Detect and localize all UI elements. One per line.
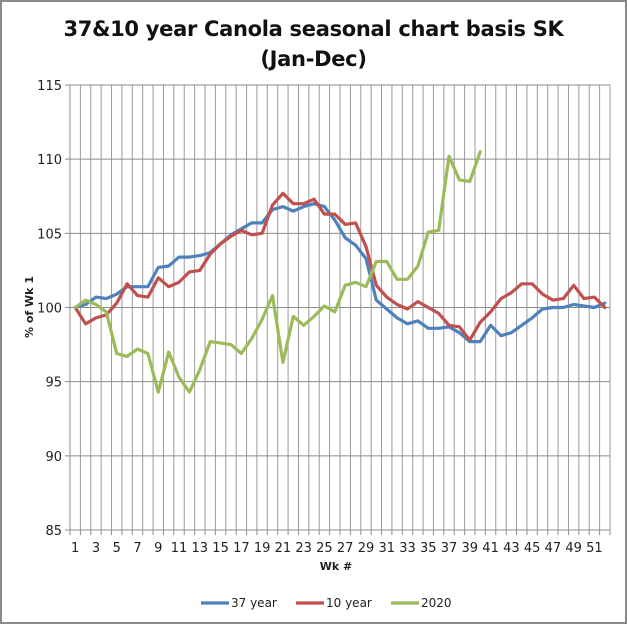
chart-title: 37&10 year Canola seasonal chart basis S… [63,17,564,71]
legend-item-10-year: 10 year [296,596,372,610]
y-tick-label: 105 [37,227,62,242]
legend-label: 2020 [421,596,452,610]
x-tick-label: 49 [565,541,582,556]
x-tick-label: 41 [482,541,499,556]
series-line-10-year [73,191,607,342]
x-tick-label: 9 [154,541,162,556]
x-tick-label: 45 [524,541,541,556]
x-tick-label: 43 [503,541,520,556]
x-tick-label: 31 [378,541,395,556]
x-tick-label: 51 [586,541,603,556]
y-tick-label: 90 [45,450,62,465]
legend-item-2020: 2020 [391,596,452,610]
legend-label: 10 year [326,596,372,610]
y-tick-label: 100 [37,302,62,317]
series-lines [73,150,607,394]
legend-label: 37 year [231,596,277,610]
y-tick-label: 95 [45,376,62,391]
x-tick-label: 27 [337,541,354,556]
x-tick-label: 25 [316,541,333,556]
x-tick-label: 7 [133,541,141,556]
x-tick-label: 47 [545,541,562,556]
x-tick-label: 23 [295,541,312,556]
series-line-2020 [73,150,482,394]
x-tick-label: 5 [113,541,121,556]
x-tick-label: 3 [92,541,100,556]
x-axis-title: Wk # [320,560,353,573]
y-tick-label: 115 [37,79,62,94]
legend-item-37-year: 37 year [201,596,277,610]
x-tick-label: 19 [254,541,271,556]
x-tick-label: 35 [420,541,437,556]
x-tick-label: 11 [171,541,188,556]
x-tick-label: 13 [192,541,209,556]
x-tick-label: 37 [441,541,458,556]
x-tick-label: 21 [275,541,292,556]
x-tick-label: 15 [212,541,229,556]
y-tick-label: 85 [45,524,62,539]
x-tick-label: 39 [462,541,479,556]
x-tick-label: 17 [233,541,250,556]
y-axis-title: % of Wk 1 [23,276,36,338]
series-line-37-year [73,202,607,344]
legend: 37 year 10 year 2020 [201,596,452,610]
y-tick-label: 110 [37,153,62,168]
x-tick-label: 29 [358,541,375,556]
x-tick-label: 1 [71,541,79,556]
x-tick-label: 33 [399,541,416,556]
